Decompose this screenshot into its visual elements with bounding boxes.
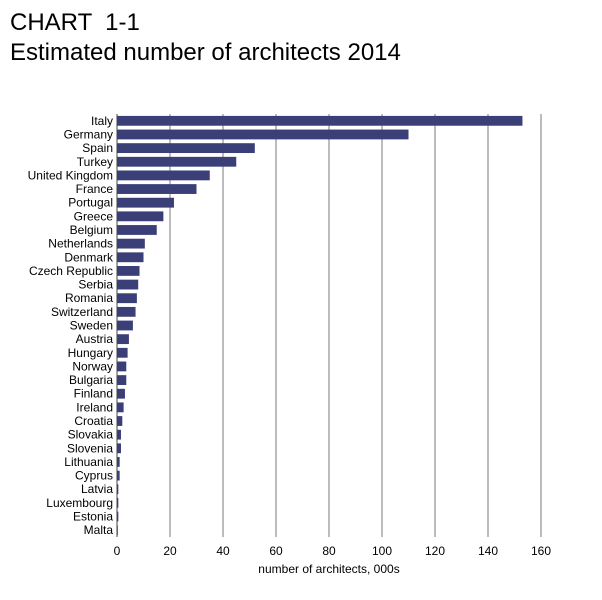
x-tick-label: 80 (322, 544, 336, 558)
bar-sweden (117, 320, 133, 331)
category-label: Latvia (81, 482, 113, 496)
category-label: Finland (74, 387, 113, 401)
category-label: Ireland (76, 400, 113, 414)
category-label: Norway (72, 359, 113, 373)
x-tick-label: 0 (114, 544, 121, 558)
x-tick-label: 120 (425, 544, 445, 558)
bar-belgium (117, 225, 157, 235)
category-label: Hungary (68, 346, 113, 360)
x-tick-label: 60 (269, 544, 283, 558)
bar-united-kingdom (117, 170, 210, 181)
bar-romania (117, 293, 137, 304)
bar-estonia (117, 511, 119, 522)
bar-cyprus (117, 470, 120, 481)
bar-france (117, 184, 197, 194)
category-label: Turkey (77, 155, 113, 169)
category-label: Spain (82, 141, 113, 155)
bar-hungary (117, 347, 128, 358)
x-tick-label: 20 (163, 544, 177, 558)
category-label: Netherlands (48, 237, 113, 251)
x-axis-title: number of architects, 000s (258, 562, 399, 576)
bar-switzerland (117, 306, 136, 317)
category-label: Belgium (70, 223, 113, 237)
bar-netherlands (117, 238, 145, 249)
bar-portugal (117, 197, 174, 208)
bar-ireland (117, 402, 124, 413)
chart-number-label: CHART 1-1 (10, 9, 140, 36)
category-label: Luxembourg (46, 496, 113, 510)
x-tick-label: 100 (372, 544, 392, 558)
bar-germany (117, 129, 409, 140)
bar-norway (117, 361, 127, 372)
bar-finland (117, 388, 125, 399)
title-block: CHART 1-1 Estimated number of architects… (10, 8, 401, 68)
bar-greece (117, 211, 164, 222)
category-label: Denmark (64, 250, 114, 264)
category-label: Austria (76, 332, 114, 346)
category-label: Slovakia (68, 428, 114, 442)
bar-turkey (117, 156, 237, 167)
category-label: Romania (65, 291, 113, 305)
category-label: Cyprus (75, 469, 113, 483)
category-label: Germany (64, 127, 113, 141)
category-label: Italy (91, 114, 113, 128)
category-label: France (76, 182, 114, 196)
category-label: Portugal (68, 196, 113, 210)
category-label: Lithuania (64, 455, 113, 469)
bar-lithuania (117, 457, 120, 467)
category-label: Greece (74, 209, 114, 223)
category-label: Serbia (78, 278, 113, 292)
bar-czech-republic (117, 266, 140, 276)
category-label: Slovenia (67, 441, 113, 455)
category-label: Sweden (70, 319, 113, 333)
bar-serbia (117, 279, 139, 290)
category-label: Croatia (74, 414, 113, 428)
category-label: Czech Republic (29, 264, 113, 278)
bar-austria (117, 334, 129, 345)
bar-latvia (117, 484, 119, 495)
category-label: Malta (84, 523, 114, 537)
bar-luxembourg (117, 497, 119, 508)
bar-slovakia (117, 429, 121, 440)
bar-bulgaria (117, 375, 127, 385)
category-label: Switzerland (51, 305, 113, 319)
category-label: Bulgaria (69, 373, 113, 387)
bar-spain (117, 143, 255, 154)
bar-slovenia (117, 443, 121, 454)
chart-title: Estimated number of architects 2014 (10, 39, 401, 66)
x-tick-label: 140 (478, 544, 498, 558)
x-tick-label: 160 (531, 544, 551, 558)
category-label: United Kingdom (28, 168, 113, 182)
bar-italy (117, 115, 523, 126)
bar-croatia (117, 416, 123, 426)
bar-denmark (117, 252, 144, 263)
x-tick-label: 40 (216, 544, 230, 558)
category-label: Estonia (73, 510, 113, 524)
